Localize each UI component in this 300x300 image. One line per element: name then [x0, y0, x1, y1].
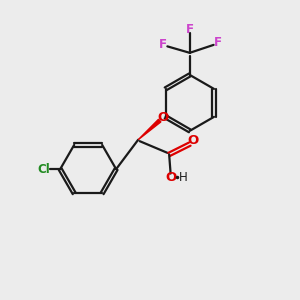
Text: F: F	[186, 23, 194, 36]
Text: H: H	[178, 171, 188, 184]
Text: F: F	[159, 38, 167, 50]
Polygon shape	[138, 119, 161, 140]
Text: O: O	[188, 134, 199, 147]
Text: F: F	[214, 36, 222, 49]
Text: Cl: Cl	[37, 163, 50, 176]
Text: O: O	[165, 171, 176, 184]
Text: O: O	[158, 111, 169, 124]
